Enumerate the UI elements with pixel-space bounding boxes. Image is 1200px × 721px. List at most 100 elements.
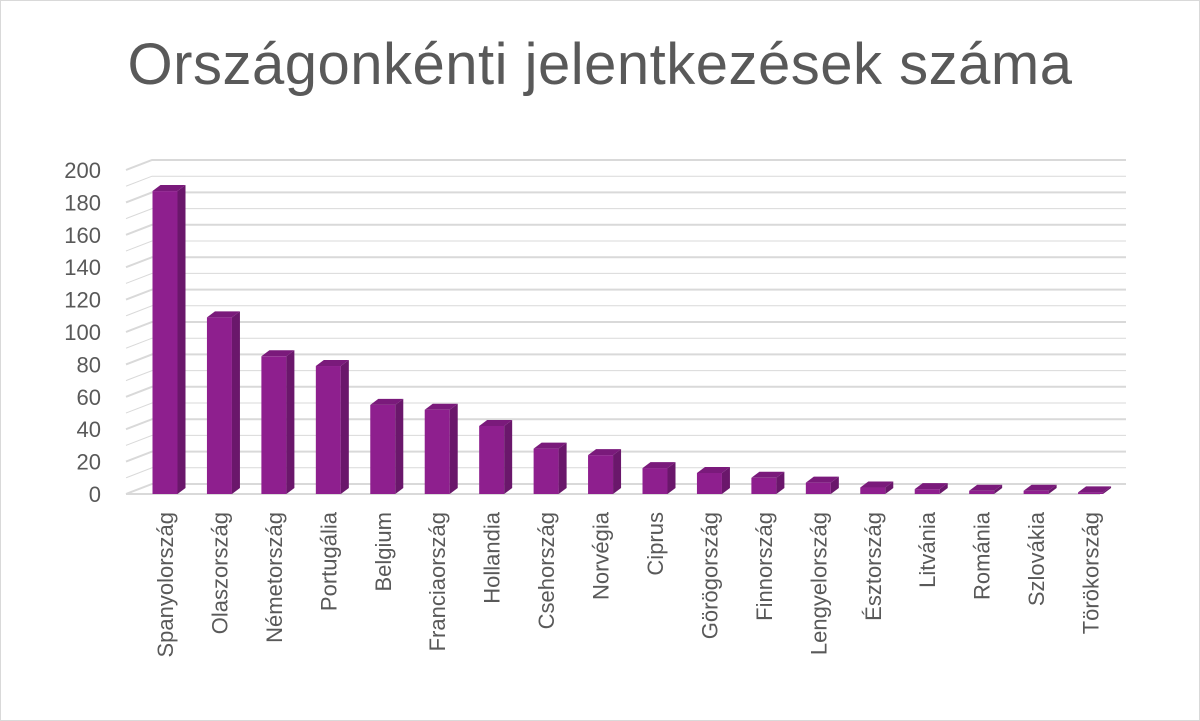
chart-title: Országonkénti jelentkezések száma (127, 32, 1073, 97)
bar-side (1048, 484, 1057, 494)
y-tick-label: 180 (64, 190, 101, 215)
gridline (125, 175, 1126, 187)
x-tick-label: Lengyelország (806, 512, 831, 655)
y-tick-label: 0 (89, 482, 101, 507)
bar-top (1023, 484, 1057, 491)
x-tick-label: Litvánia (915, 511, 940, 588)
bar-top (533, 442, 567, 449)
bar (1078, 486, 1112, 494)
bar-side (177, 185, 186, 494)
bar-front (370, 404, 396, 494)
bar-top (588, 449, 622, 456)
bar-front (424, 409, 450, 494)
bar-front (479, 425, 505, 494)
bar-front (751, 477, 777, 494)
bar (533, 442, 567, 494)
x-tick-label: Hollandia (480, 511, 505, 603)
bar-front (588, 455, 614, 494)
bar-top (805, 476, 839, 483)
gridline (125, 256, 1126, 269)
bar-side (558, 442, 567, 494)
bar-front (206, 317, 232, 494)
bar-top (370, 398, 404, 405)
bar-side (613, 449, 622, 494)
y-tick-label: 60 (77, 385, 101, 410)
y-tick-label: 80 (77, 352, 101, 377)
bar-front (315, 366, 341, 494)
y-tick-label: 200 (64, 158, 101, 183)
bar-front (969, 490, 995, 494)
bar-front (261, 356, 287, 494)
gridline (125, 240, 1126, 252)
bar-side (994, 484, 1003, 494)
bar-side (449, 403, 458, 494)
x-tick-label: Észtország (861, 512, 886, 621)
bar-top (315, 360, 349, 367)
x-tick-label: Csehország (534, 512, 559, 629)
bar-side (830, 476, 839, 494)
bar-top (1078, 486, 1112, 493)
bar-side (721, 466, 730, 494)
bar (479, 419, 513, 494)
y-tick-label: 120 (64, 288, 101, 313)
bar-front (1023, 490, 1049, 494)
bar-top (696, 466, 730, 473)
gridline (125, 418, 1126, 431)
y-tick-label: 20 (77, 450, 101, 475)
bar-top (261, 350, 295, 357)
bar-top (751, 471, 785, 478)
bar-front (696, 472, 722, 494)
bar-front (642, 468, 668, 494)
bar-side (395, 398, 404, 494)
bar (805, 476, 839, 494)
bar-top (860, 481, 894, 488)
y-axis-ticks: 0 20 40 60 80 100 120 140 160 180 200 (64, 158, 101, 507)
gridline (125, 159, 1126, 171)
bar-front (533, 448, 559, 494)
y-tick-label: 40 (77, 417, 101, 442)
bar-side (231, 311, 240, 494)
bar (315, 360, 349, 494)
gridline (125, 353, 1126, 366)
bar-front (805, 482, 831, 494)
x-tick-label: Németország (262, 512, 287, 643)
x-tick-label: Portugália (316, 511, 341, 611)
bar (588, 449, 622, 494)
bar (152, 185, 186, 494)
gridline (125, 288, 1126, 301)
x-tick-label: Ciprus (643, 512, 668, 576)
bar-front (152, 191, 178, 494)
bar (261, 350, 295, 494)
gridline (125, 191, 1126, 204)
x-tick-label: Görögország (697, 512, 722, 639)
bar (424, 403, 458, 494)
x-axis-labels: Spanyolország Olaszország Németország Portu… (153, 511, 1104, 657)
gridline (125, 483, 1126, 495)
bar-front (860, 487, 886, 494)
bar-top (914, 483, 948, 490)
bar-top (642, 462, 676, 469)
x-tick-label: Finnország (752, 512, 777, 621)
bar-top (479, 419, 513, 426)
bar-top (152, 185, 186, 192)
bar (751, 471, 785, 494)
gridline (125, 208, 1126, 220)
y-tick-label: 160 (64, 223, 101, 248)
y-tick-label: 100 (64, 320, 101, 345)
bar-side (667, 462, 676, 494)
gridline (125, 385, 1126, 398)
bar-top (206, 311, 240, 318)
bar-front (914, 489, 940, 494)
gridline (125, 337, 1126, 349)
gridline (125, 272, 1126, 284)
x-tick-label: Románia (970, 511, 995, 600)
bar (206, 311, 240, 494)
bar-top (969, 484, 1003, 491)
bar-side (939, 483, 948, 494)
bar-side (340, 360, 349, 494)
x-tick-label: Belgium (371, 512, 396, 591)
gridline (125, 450, 1126, 463)
gridline (125, 434, 1126, 446)
x-tick-label: Spanyolország (153, 512, 178, 658)
